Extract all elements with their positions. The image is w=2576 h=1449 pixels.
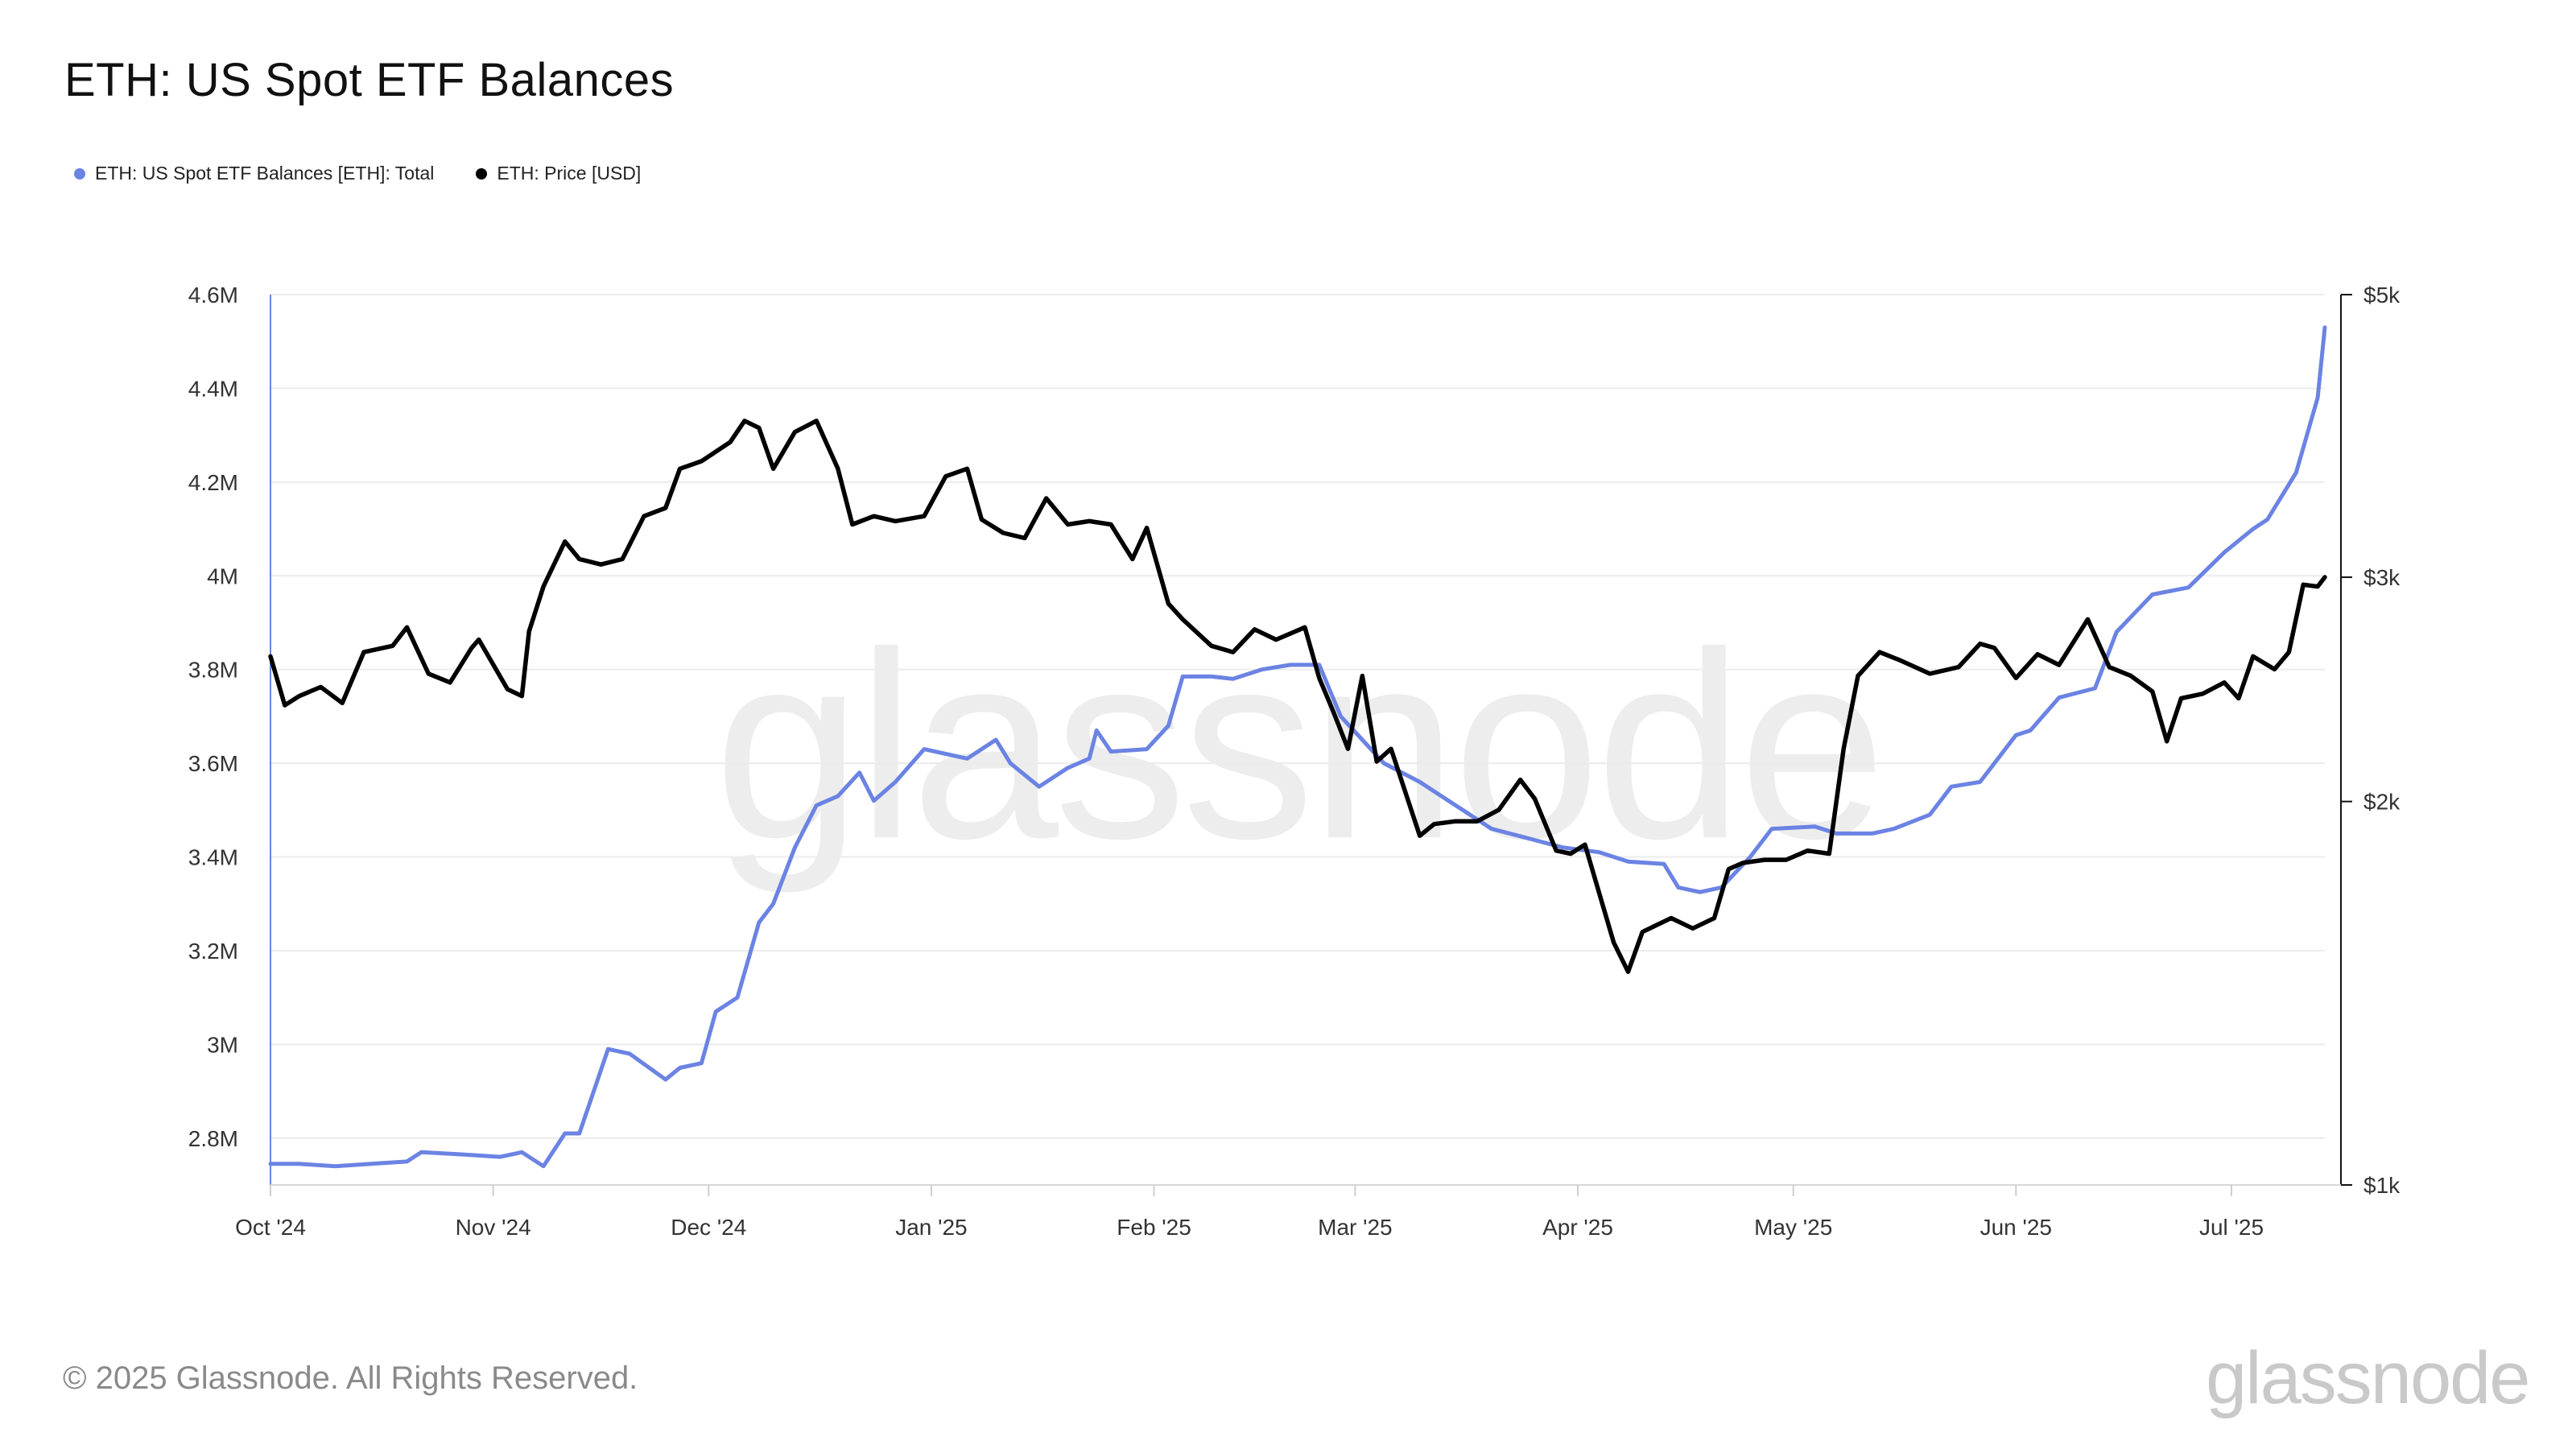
legend-label-eth-price: ETH: Price [USD] — [497, 163, 642, 184]
series-line-etf-balances — [268, 325, 2327, 1169]
x-tick-label: Feb '25 — [1117, 1215, 1191, 1240]
y-right-tick-label: $2k — [2363, 790, 2401, 815]
y-left-tick-label: 4.6M — [188, 283, 238, 308]
x-tick-label: May '25 — [1754, 1215, 1832, 1240]
y-right-tick-label: $1k — [2363, 1173, 2401, 1198]
legend-label-etf-balances: ETH: US Spot ETF Balances [ETH]: Total — [95, 163, 435, 184]
x-tick-label: Nov '24 — [456, 1215, 531, 1240]
y-left-tick-label: 3.6M — [188, 751, 238, 776]
chart-title: ETH: US Spot ETF Balances — [64, 54, 675, 106]
x-tick-label: Apr '25 — [1542, 1215, 1613, 1240]
x-tick-label: Jun '25 — [1980, 1215, 2052, 1240]
legend-item-etf-balances[interactable]: ETH: US Spot ETF Balances [ETH]: Total — [74, 163, 434, 184]
y-left-tick-label: 4.4M — [188, 376, 238, 401]
x-tick-label: Oct '24 — [235, 1215, 306, 1240]
y-right-tick-label: $3k — [2363, 565, 2401, 590]
y-left-tick-label: 3.8M — [188, 658, 238, 683]
y-left-tick-label: 4M — [207, 564, 238, 588]
y-right-tick-label: $5k — [2363, 283, 2401, 308]
y-left-tick-label: 3.2M — [188, 939, 238, 964]
copyright-footer: © 2025 Glassnode. All Rights Reserved. — [63, 1360, 638, 1396]
legend-dot-etf-balances — [74, 167, 85, 180]
y-left-tick-label: 2.8M — [188, 1126, 238, 1151]
legend-item-eth-price[interactable]: ETH: Price [USD] — [476, 163, 641, 184]
x-tick-label: Mar '25 — [1318, 1215, 1393, 1240]
watermark: glassnode — [714, 597, 1882, 895]
x-tick-label: Dec '24 — [671, 1215, 746, 1240]
glassnode-logo: glassnode — [2206, 1337, 2530, 1419]
x-tick-label: Jan '25 — [895, 1215, 967, 1240]
series-line-eth-price — [268, 419, 2327, 974]
legend: ETH: US Spot ETF Balances [ETH]: Total E… — [74, 163, 641, 184]
y-left-tick-label: 3M — [207, 1032, 238, 1057]
legend-dot-eth-price — [476, 167, 488, 180]
x-tick-label: Jul '25 — [2199, 1215, 2264, 1240]
y-left-tick-label: 4.2M — [188, 470, 238, 495]
y-left-tick-label: 3.4M — [188, 845, 238, 870]
